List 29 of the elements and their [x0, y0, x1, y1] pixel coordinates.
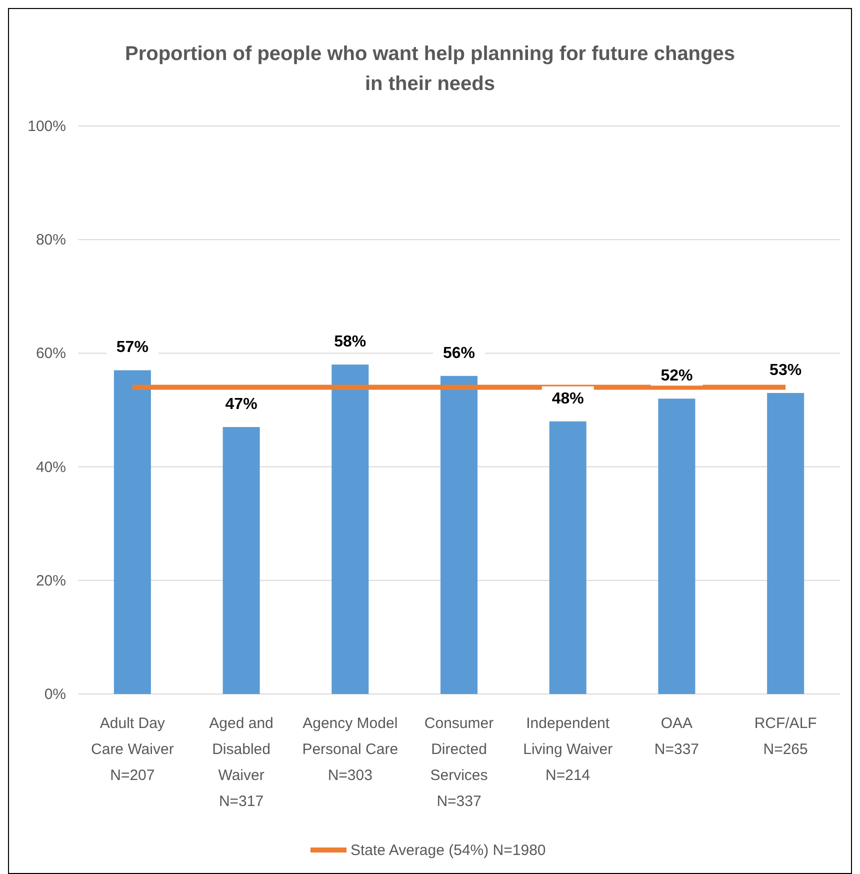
y-tick-label: 100% — [28, 118, 66, 135]
bar — [658, 398, 696, 694]
bar — [440, 376, 478, 694]
data-label: 52% — [660, 368, 693, 385]
data-label: 48% — [552, 390, 584, 408]
data-label: 47% — [225, 396, 258, 414]
y-tick-label: 40% — [36, 458, 66, 476]
chart-title: Proportion of people who want help planning for future changes in their needs — [125, 43, 735, 95]
legend-label: State Average (54%) N=1980 — [350, 842, 546, 859]
y-tick-label: 60% — [36, 345, 66, 362]
bar — [767, 392, 804, 694]
x-tick-label: RCF/ALF N=265 — [754, 715, 817, 758]
bar — [332, 364, 369, 694]
x-tick-label: OAA N=337 — [654, 715, 700, 758]
bar — [114, 370, 151, 694]
x-tick-label: Consumer Directed Services N=337 — [424, 715, 494, 810]
data-label: 56% — [442, 344, 476, 362]
data-label: 57% — [116, 339, 148, 356]
y-tick-label: 20% — [36, 572, 66, 590]
data-label: 53% — [770, 362, 802, 379]
bar — [222, 427, 260, 694]
y-tick-label: 0% — [44, 686, 66, 703]
bar — [549, 421, 586, 694]
x-tick-label: Adult Day Care Waiver N=207 — [91, 715, 174, 784]
data-label: 58% — [334, 334, 366, 351]
x-tick-label: Independent Living Waiver N=214 — [523, 715, 613, 784]
x-tick-label: Agency Model Personal Care N=303 — [302, 715, 398, 784]
x-tick-label: Aged and Disabled Waiver N=317 — [209, 715, 274, 810]
y-tick-label: 80% — [36, 232, 66, 249]
